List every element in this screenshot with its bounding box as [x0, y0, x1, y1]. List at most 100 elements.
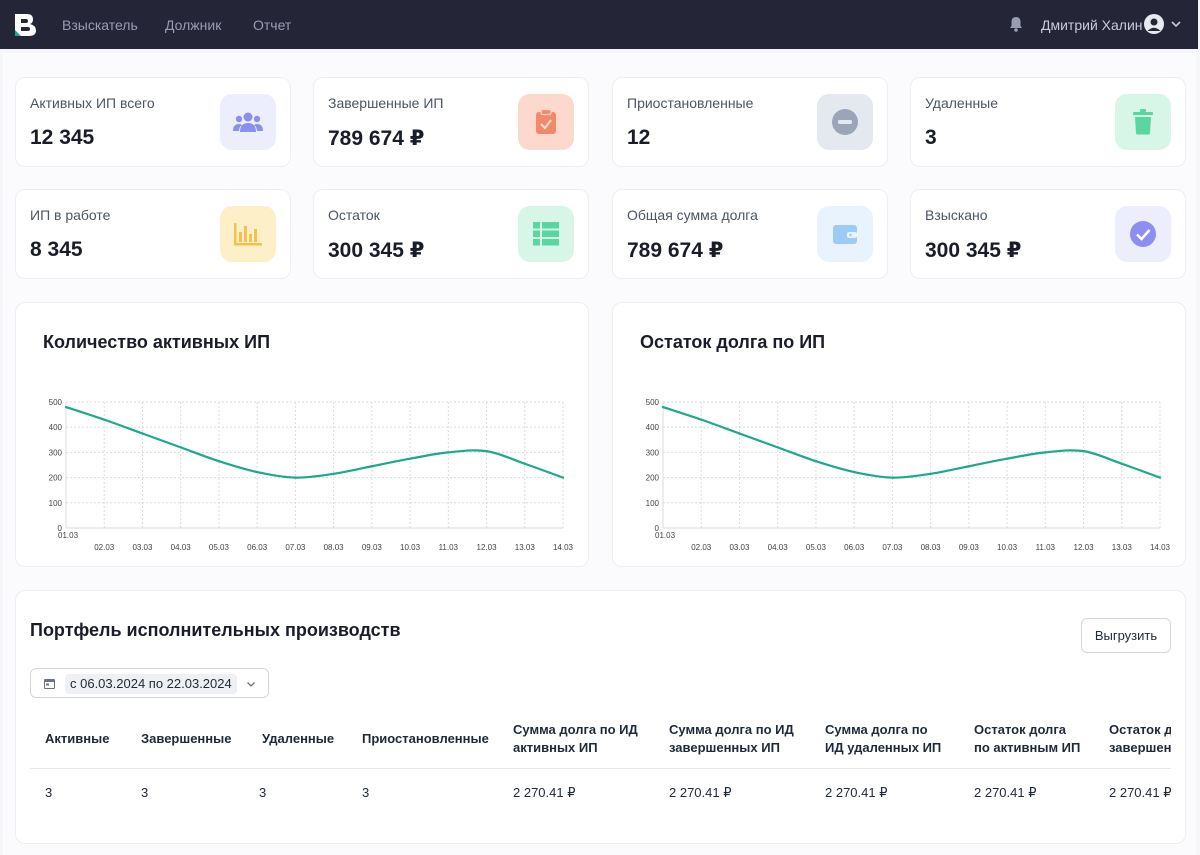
- x-tick-label: 02.03: [691, 543, 712, 552]
- data-point: [485, 449, 488, 453]
- table-cell: 2 270.41 ₽: [825, 785, 888, 800]
- stat-value: 300 345 ₽: [925, 239, 1022, 262]
- date-range-value: с 06.03.2024 по 22.03.2024: [65, 674, 237, 694]
- table-cell: 3: [45, 785, 53, 800]
- column-header[interactable]: Приостановленные: [362, 731, 489, 746]
- stat-card-in-progress: ИП в работе 8 345: [15, 189, 291, 279]
- line-chart-active-ip: 0 100 200 300 400 500 01.03 02.03 03.03 04.03 05.0…: [49, 398, 574, 552]
- x-tick-label: 05.03: [806, 543, 827, 552]
- column-header[interactable]: Завершенные: [141, 731, 232, 746]
- line-chart-debt-remainder: 0 100 200 300 400 500 01.03 02.03 03.03 04.03 05.0…: [646, 398, 1171, 552]
- data-point: [967, 465, 971, 468]
- y-tick-label: 300: [646, 448, 660, 457]
- bell-icon[interactable]: [1009, 16, 1023, 32]
- chevron-down-icon[interactable]: [1170, 18, 1182, 30]
- data-point: [891, 476, 894, 479]
- stat-label: Остаток: [328, 207, 380, 223]
- stat-label: Удаленные: [925, 95, 999, 111]
- avatar[interactable]: [1144, 14, 1164, 34]
- export-button[interactable]: Выгрузить: [1081, 618, 1171, 653]
- data-point: [1044, 451, 1047, 454]
- y-tick-label: 400: [646, 423, 660, 432]
- data-point: [1082, 449, 1085, 453]
- stat-value: 8 345: [30, 238, 83, 261]
- x-tick-label: 12.03: [477, 543, 498, 552]
- stat-value: 12: [627, 126, 651, 149]
- table-cell: 2 270.41 ₽: [513, 785, 576, 800]
- user-name[interactable]: Дмитрий Халин: [1041, 17, 1143, 33]
- check-circle-icon: [1130, 221, 1156, 247]
- y-tick-label: 500: [49, 398, 63, 407]
- data-point: [294, 476, 297, 479]
- stat-card-total-debt: Общая сумма долга 789 674 ₽: [612, 189, 888, 279]
- x-tick-label: 11.03: [1036, 543, 1056, 552]
- stat-icon-box: [1115, 206, 1171, 262]
- data-point: [217, 460, 221, 463]
- clipboard-check-icon: [536, 109, 556, 134]
- table-cell: 3: [141, 785, 149, 800]
- data-point: [561, 476, 565, 479]
- column-header[interactable]: Остаток долга позавершенным ИП: [1109, 722, 1171, 755]
- calendar-icon: [44, 679, 55, 689]
- nav-item-dolzhnik[interactable]: Должник: [165, 17, 222, 33]
- table-cell: 2 270.41 ₽: [1109, 785, 1171, 800]
- series-line: [65, 405, 564, 479]
- stat-label: Приостановленные: [627, 95, 754, 111]
- data-point: [523, 462, 526, 465]
- stat-value: 3: [925, 126, 937, 149]
- x-tick-label: 13.03: [515, 543, 536, 552]
- column-header[interactable]: Активные: [45, 731, 110, 746]
- portfolio-title: Портфель исполнительных производств: [30, 620, 401, 640]
- table-cell: 2 270.41 ₽: [669, 785, 732, 800]
- stat-card-active-total: Активных ИП всего 12 345: [15, 77, 291, 167]
- main-content: Активных ИП всего 12 345 Завершенные ИП …: [3, 53, 1196, 855]
- chart-title: Остаток долга по ИП: [640, 332, 826, 352]
- x-tick-label: 04.03: [171, 543, 192, 552]
- stat-label: Взыскано: [925, 207, 988, 223]
- stat-card-deleted: Удаленные 3: [910, 77, 1186, 167]
- table-divider: [30, 768, 1171, 769]
- nav-item-vzyskatel[interactable]: Взыскатель: [62, 17, 138, 33]
- y-tick-label: 100: [646, 499, 660, 508]
- app-logo[interactable]: [13, 13, 38, 37]
- x-tick-label: 10.03: [997, 543, 1018, 552]
- stat-label: Активных ИП всего: [30, 95, 155, 111]
- x-tick-label: 03.03: [132, 543, 153, 552]
- y-tick-label: 400: [49, 423, 63, 432]
- column-header[interactable]: Сумма долга по ИД завершенных ИП: [669, 722, 794, 755]
- stat-icon-box: [817, 206, 873, 262]
- column-header[interactable]: Удаленные: [262, 731, 335, 746]
- trash-icon: [1133, 109, 1153, 135]
- x-tick-label: 13.03: [1112, 543, 1133, 552]
- date-range-picker[interactable]: с 06.03.2024 по 22.03.2024: [30, 668, 269, 698]
- bar-chart-icon: [234, 223, 262, 246]
- chart-card-debt-remainder: Остаток долга по ИП 0 100 200 300 400 500 01.0…: [612, 302, 1186, 567]
- data-point: [332, 472, 335, 476]
- x-tick-label: 09.03: [362, 543, 383, 552]
- data-point: [141, 432, 144, 435]
- stat-card-remainder: Остаток 300 345 ₽: [313, 189, 589, 279]
- column-header[interactable]: Сумма долга по ИД активных ИП: [513, 722, 638, 755]
- nav-item-otchet[interactable]: Отчет: [253, 17, 292, 33]
- y-tick-label: 0: [655, 524, 660, 533]
- data-point: [814, 460, 818, 463]
- data-point: [103, 418, 106, 421]
- data-point: [929, 472, 932, 476]
- x-tick-label: 12.03: [1074, 543, 1095, 552]
- column-header[interactable]: Остаток долга по активным ИП: [974, 722, 1081, 755]
- table-cell: 2 270.41 ₽: [974, 785, 1037, 800]
- stat-value: 300 345 ₽: [328, 239, 425, 262]
- x-tick-label: 06.03: [247, 543, 268, 552]
- stat-icon-box: [1115, 94, 1171, 150]
- portfolio-table: Активные Завершенные Удаленные Приостано…: [30, 709, 1171, 809]
- stat-value: 789 674 ₽: [627, 239, 724, 262]
- data-point: [370, 465, 374, 468]
- x-tick-label: 08.03: [921, 543, 942, 552]
- x-tick-label: 14.03: [1150, 543, 1171, 552]
- table-cell: 3: [259, 785, 267, 800]
- data-point: [179, 446, 182, 449]
- y-tick-label: 500: [646, 398, 660, 407]
- x-tick-label: 05.03: [209, 543, 230, 552]
- column-header[interactable]: Сумма долга по ИД удаленных ИП: [825, 722, 942, 755]
- x-tick-label: 06.03: [844, 543, 865, 552]
